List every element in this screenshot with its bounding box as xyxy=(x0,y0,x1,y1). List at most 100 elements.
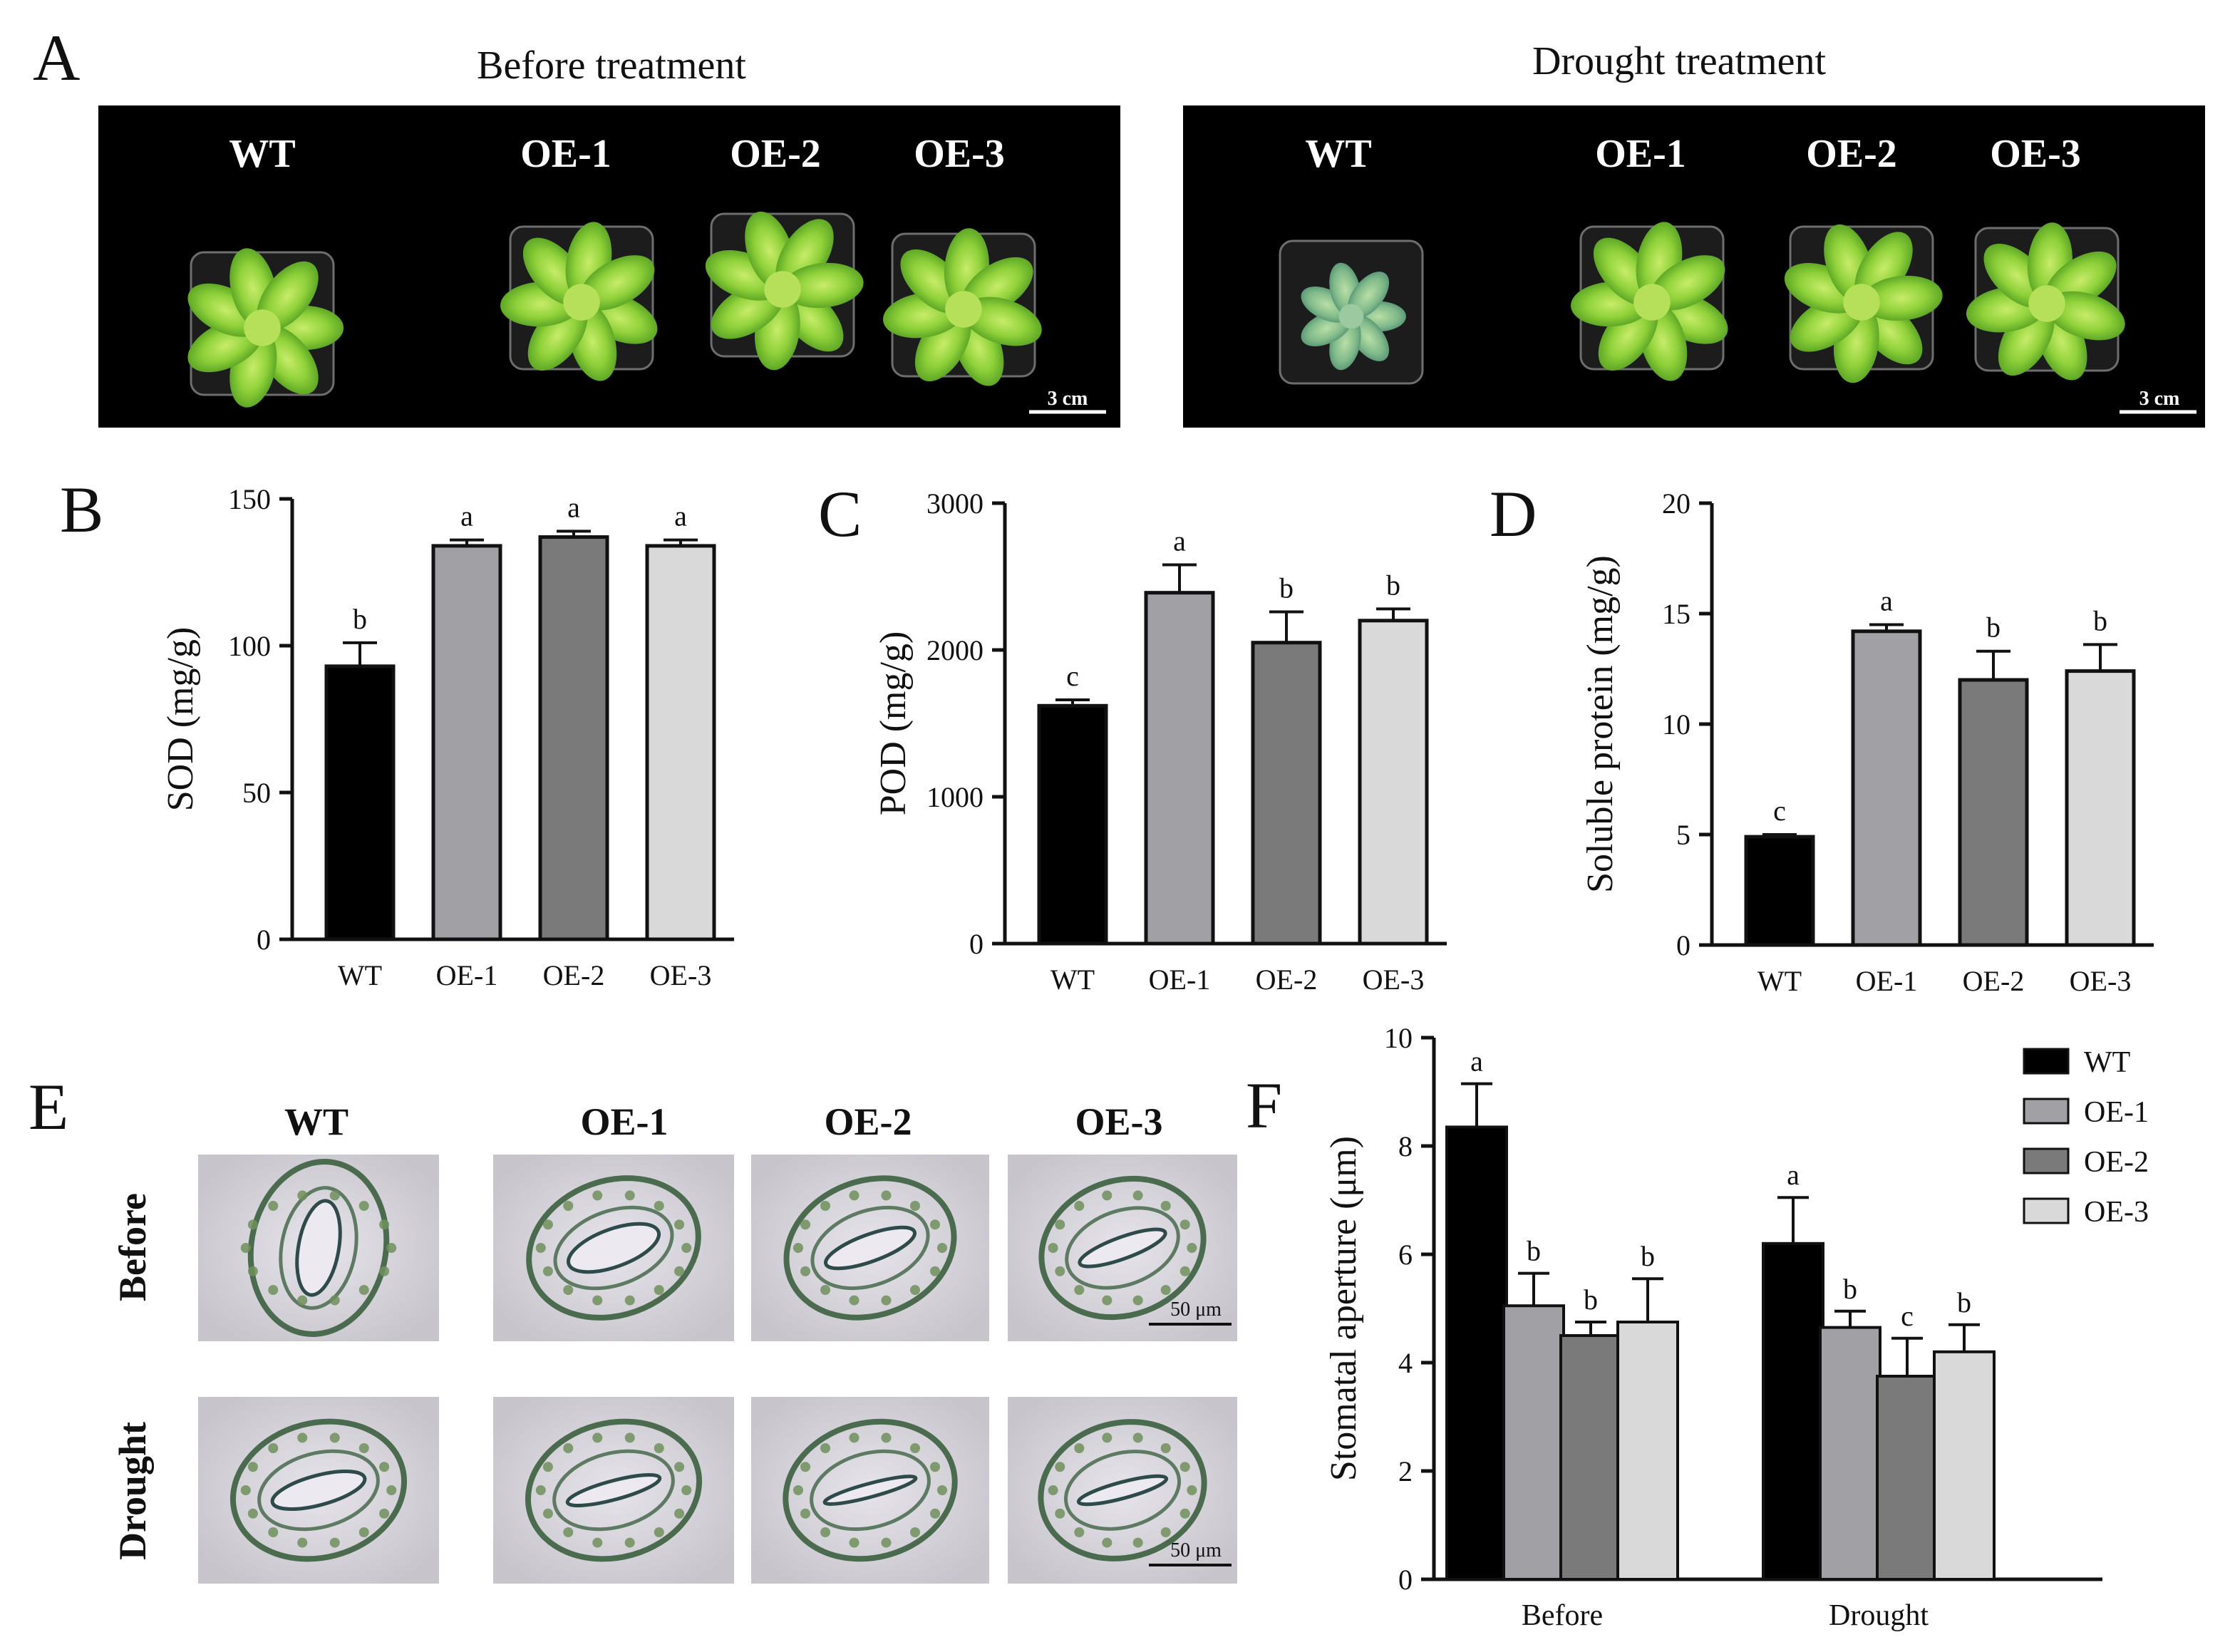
chloroplast xyxy=(1074,1284,1085,1295)
chloroplast xyxy=(297,1295,308,1306)
chloroplast xyxy=(624,1432,635,1443)
guard-cell-inner xyxy=(1063,1450,1182,1531)
significance-letter: a xyxy=(1880,585,1893,617)
legend-swatch-oe-1 xyxy=(2023,1098,2070,1125)
chloroplast xyxy=(542,1266,553,1276)
guard-cell-inner xyxy=(279,1186,358,1310)
chloroplast xyxy=(820,1443,831,1454)
chloroplast xyxy=(329,1295,340,1306)
x-tick-label: OE-1 xyxy=(436,959,498,991)
stomata-col-oe3: OE-3 xyxy=(1075,1100,1162,1143)
chloroplast xyxy=(386,1485,397,1495)
panel-letter-b: B xyxy=(60,473,103,546)
chloroplast xyxy=(800,1462,811,1472)
legend: WT OE-1 OE-2 OE-3 xyxy=(2023,1046,2149,1229)
y-axis-label: POD (mg/g) xyxy=(873,631,914,816)
panel-letter-f: F xyxy=(1246,1069,1282,1142)
chloroplast xyxy=(820,1527,831,1537)
y-tick-label: 1000 xyxy=(926,781,984,813)
photo-label-oe3-before: OE-3 xyxy=(914,132,1005,176)
y-tick-label: 6 xyxy=(1398,1239,1413,1271)
plant-photo-drought-3 xyxy=(1966,222,2125,381)
bar-oe-2 xyxy=(538,535,609,941)
chloroplast xyxy=(268,1443,279,1454)
plant-center xyxy=(2028,285,2065,322)
chloroplast xyxy=(1187,1485,1197,1495)
drought-treatment-title: Drought treatment xyxy=(1532,39,1827,83)
chloroplast xyxy=(881,1190,892,1201)
x-tick-label: WT xyxy=(1051,964,1095,996)
stomatal-pore xyxy=(824,1225,917,1271)
chloroplast xyxy=(793,1485,803,1495)
before-treatment-title: Before treatment xyxy=(477,43,746,88)
y-tick-label: 10 xyxy=(1662,708,1690,740)
chloroplast xyxy=(563,1527,574,1537)
guard-cell-inner xyxy=(810,1449,931,1532)
stomatal-pore xyxy=(295,1199,342,1297)
significance-letter: c xyxy=(1066,660,1079,692)
chloroplast xyxy=(849,1432,860,1443)
bar-wt xyxy=(1037,703,1108,946)
x-tick-label: WT xyxy=(1757,965,1802,997)
chloroplast xyxy=(654,1443,664,1454)
y-tick-label: 20 xyxy=(1662,487,1690,520)
chart-b: B 0 50 100 150 SOD (mg/g) b WT a OE-1 a OE-2 a OE-3 xyxy=(60,473,734,991)
significance-letter: b xyxy=(1641,1240,1655,1272)
significance-letter: b xyxy=(1986,611,2001,644)
chloroplast xyxy=(247,1462,258,1472)
chloroplast xyxy=(1074,1201,1085,1212)
chloroplast xyxy=(674,1219,685,1230)
guard-cell-outer xyxy=(783,1175,957,1321)
chloroplast xyxy=(379,1508,390,1519)
photo-label-wt-drought: WT xyxy=(1305,132,1371,176)
chloroplast xyxy=(240,1485,251,1495)
plant-center xyxy=(1338,304,1364,329)
chloroplast xyxy=(1055,1219,1065,1230)
chloroplast xyxy=(592,1432,603,1443)
photo-label-oe2-drought: OE-2 xyxy=(1806,132,1897,176)
y-tick-label: 0 xyxy=(257,924,271,956)
chloroplast xyxy=(542,1462,553,1472)
legend-swatch-oe-3 xyxy=(2023,1197,2070,1224)
stomata-scale-label-drought: 50 μm xyxy=(1170,1539,1222,1561)
bar-oe-3 xyxy=(645,544,716,941)
chloroplast xyxy=(1160,1284,1171,1295)
chloroplast xyxy=(535,1243,546,1253)
bar-oe-1 xyxy=(431,544,502,941)
significance-letter: c xyxy=(1901,1300,1914,1332)
significance-letter: a xyxy=(1787,1159,1800,1191)
stomata-row-before: Before xyxy=(111,1193,154,1301)
y-tick-label: 50 xyxy=(242,777,271,809)
chloroplast xyxy=(240,1243,251,1253)
chloroplast xyxy=(297,1432,308,1443)
significance-letter: c xyxy=(1773,795,1786,827)
y-tick-label: 8 xyxy=(1398,1130,1413,1162)
stomata-image-drought-3 xyxy=(1008,1397,1237,1584)
chloroplast xyxy=(881,1295,892,1306)
photo-label-oe1-drought: OE-1 xyxy=(1595,132,1686,176)
legend-label-oe-2: OE-2 xyxy=(2084,1146,2149,1179)
stomata-image-before-2 xyxy=(751,1155,989,1341)
chloroplast xyxy=(624,1190,635,1201)
significance-letter: a xyxy=(460,500,473,532)
chloroplast xyxy=(358,1527,369,1537)
y-tick-label: 4 xyxy=(1398,1347,1413,1379)
bar-oe-3 xyxy=(2065,669,2136,947)
chloroplast xyxy=(624,1295,635,1306)
panel-letter-e: E xyxy=(29,1070,68,1143)
bar-wt xyxy=(324,664,396,941)
significance-letter: a xyxy=(1173,525,1186,557)
plant-photo-drought-1 xyxy=(1571,222,1728,381)
chloroplast xyxy=(800,1508,811,1519)
chloroplast xyxy=(1132,1432,1143,1443)
y-axis-label: Soluble protein (mg/g) xyxy=(1580,555,1621,893)
x-tick-label: Drought xyxy=(1829,1599,1929,1632)
stomata-image-before-0 xyxy=(198,1155,439,1341)
significance-letter: b xyxy=(2093,604,2107,636)
chloroplast xyxy=(358,1201,369,1212)
significance-letter: b xyxy=(1279,572,1294,604)
chloroplast xyxy=(268,1527,279,1537)
chloroplast xyxy=(909,1443,920,1454)
chloroplast xyxy=(1132,1190,1143,1201)
scale-label-before: 3 cm xyxy=(1048,388,1088,410)
